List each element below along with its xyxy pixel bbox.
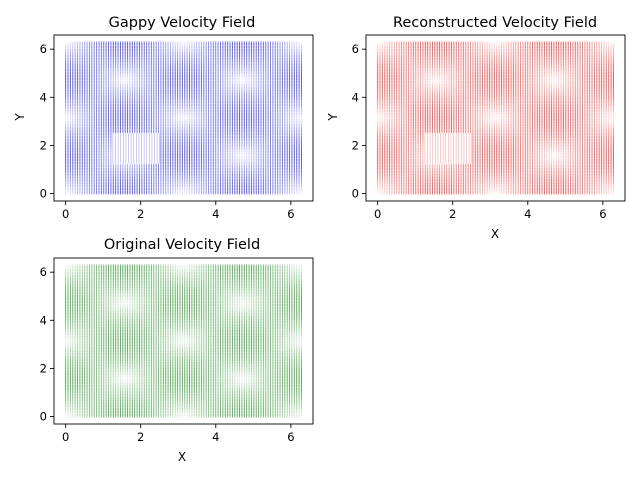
- plot-area: [54, 35, 313, 201]
- vector-field-arrows: [65, 41, 302, 195]
